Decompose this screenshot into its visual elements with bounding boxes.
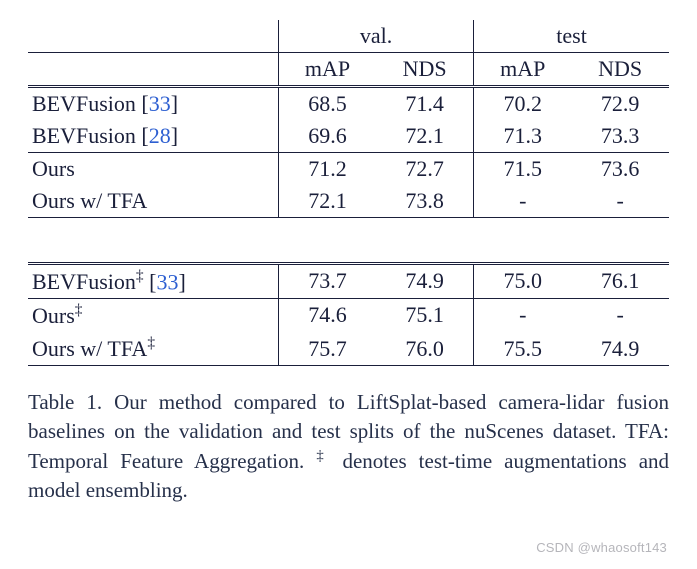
header-empty <box>28 20 278 53</box>
method-cell: Ours <box>28 153 278 186</box>
method-cell: BEVFusion [33] <box>28 88 278 121</box>
method-name: BEVFusion <box>32 91 136 116</box>
rule <box>28 366 669 367</box>
value-cell: 71.5 <box>474 153 572 186</box>
value-cell: 72.7 <box>376 153 474 186</box>
value-cell: - <box>474 298 572 332</box>
value-cell: 71.4 <box>376 88 474 121</box>
table-row: BEVFusion [28] 69.6 72.1 71.3 73.3 <box>28 120 669 153</box>
header-empty <box>28 53 278 86</box>
value-cell: 74.6 <box>278 298 376 332</box>
value-cell: 69.6 <box>278 120 376 153</box>
cite-text: [ <box>141 91 148 116</box>
value-cell: 73.6 <box>571 153 669 186</box>
value-cell: 75.1 <box>376 298 474 332</box>
citation-link[interactable]: 33 <box>149 91 171 116</box>
value-cell: 75.0 <box>474 264 572 298</box>
value-cell: 75.7 <box>278 332 376 366</box>
method-name: Ours‡ <box>32 303 82 328</box>
value-cell: 71.2 <box>278 153 376 186</box>
method-cell: Ours‡ <box>28 298 278 332</box>
table-row: Ours‡ 74.6 75.1 - - <box>28 298 669 332</box>
value-cell: 72.1 <box>278 185 376 218</box>
table-row: Ours w/ TFA‡ 75.7 76.0 75.5 74.9 <box>28 332 669 366</box>
cite-text: [ <box>141 123 148 148</box>
table-caption: Table 1. Our method compared to LiftSpla… <box>28 388 669 505</box>
table-row: Ours 71.2 72.7 71.5 73.6 <box>28 153 669 186</box>
method-name: BEVFusion <box>32 123 136 148</box>
table-row: BEVFusion [33] 68.5 71.4 70.2 72.9 <box>28 88 669 121</box>
value-cell: 73.3 <box>571 120 669 153</box>
results-table: val. test mAP NDS mAP NDS BEVFusion [33]… <box>28 20 669 366</box>
value-cell: 70.2 <box>474 88 572 121</box>
method-name: BEVFusion‡ <box>32 269 144 294</box>
col-test-map: mAP <box>474 53 572 86</box>
col-val-nds: NDS <box>376 53 474 86</box>
value-cell: 73.7 <box>278 264 376 298</box>
value-cell: 76.0 <box>376 332 474 366</box>
table-row: Ours w/ TFA 72.1 73.8 - - <box>28 185 669 218</box>
dagger-icon: ‡ <box>316 448 330 464</box>
value-cell: - <box>571 185 669 218</box>
watermark-text: CSDN @whaosoft143 <box>536 540 667 555</box>
col-val-map: mAP <box>278 53 376 86</box>
header-group-test: test <box>474 20 669 53</box>
method-cell: BEVFusion‡ [33] <box>28 264 278 298</box>
value-cell: - <box>474 185 572 218</box>
value-cell: 72.9 <box>571 88 669 121</box>
table-header-cols: mAP NDS mAP NDS <box>28 53 669 86</box>
table-gap <box>28 218 669 262</box>
value-cell: 74.9 <box>571 332 669 366</box>
results-table-container: val. test mAP NDS mAP NDS BEVFusion [33]… <box>28 20 669 366</box>
method-cell: Ours w/ TFA <box>28 185 278 218</box>
method-name: Ours w/ TFA‡ <box>32 336 155 361</box>
value-cell: 75.5 <box>474 332 572 366</box>
cite-text: ] <box>171 91 178 116</box>
cite-text: ] <box>178 269 185 294</box>
table-header-groups: val. test <box>28 20 669 53</box>
col-test-nds: NDS <box>571 53 669 86</box>
value-cell: - <box>571 298 669 332</box>
citation-link[interactable]: 33 <box>156 269 178 294</box>
value-cell: 74.9 <box>376 264 474 298</box>
value-cell: 71.3 <box>474 120 572 153</box>
caption-label: Table 1. <box>28 390 102 414</box>
value-cell: 68.5 <box>278 88 376 121</box>
citation-link[interactable]: 28 <box>149 123 171 148</box>
method-name: Ours w/ TFA <box>32 188 147 213</box>
cite-text: ] <box>171 123 178 148</box>
value-cell: 76.1 <box>571 264 669 298</box>
value-cell: 72.1 <box>376 120 474 153</box>
table-row: BEVFusion‡ [33] 73.7 74.9 75.0 76.1 <box>28 264 669 298</box>
header-group-val: val. <box>278 20 473 53</box>
method-cell: BEVFusion [28] <box>28 120 278 153</box>
method-cell: Ours w/ TFA‡ <box>28 332 278 366</box>
method-name: Ours <box>32 156 75 181</box>
value-cell: 73.8 <box>376 185 474 218</box>
